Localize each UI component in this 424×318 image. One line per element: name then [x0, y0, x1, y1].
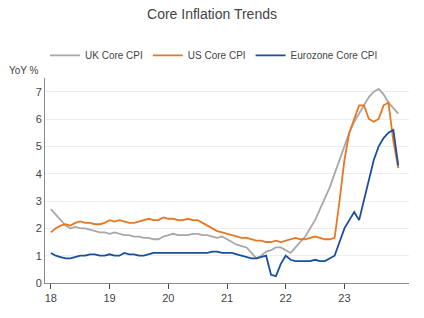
svg-text:4: 4 [36, 168, 42, 180]
svg-text:1: 1 [36, 250, 42, 262]
svg-text:5: 5 [36, 140, 42, 152]
svg-text:0: 0 [36, 277, 42, 289]
svg-text:19: 19 [103, 292, 115, 304]
svg-text:20: 20 [162, 292, 174, 304]
svg-text:6: 6 [36, 113, 42, 125]
svg-text:22: 22 [280, 292, 292, 304]
svg-text:US Core CPI: US Core CPI [188, 50, 246, 61]
svg-text:7: 7 [36, 86, 42, 98]
svg-text:18: 18 [45, 292, 57, 304]
svg-text:UK Core CPI: UK Core CPI [85, 50, 143, 61]
svg-text:2: 2 [36, 222, 42, 234]
svg-text:Eurozone Core CPI: Eurozone Core CPI [291, 50, 378, 61]
svg-text:3: 3 [36, 195, 42, 207]
svg-text:23: 23 [338, 292, 350, 304]
svg-text:21: 21 [221, 292, 233, 304]
svg-text:Core Inflation Trends: Core Inflation Trends [147, 6, 277, 22]
svg-text:YoY %: YoY % [9, 65, 39, 76]
